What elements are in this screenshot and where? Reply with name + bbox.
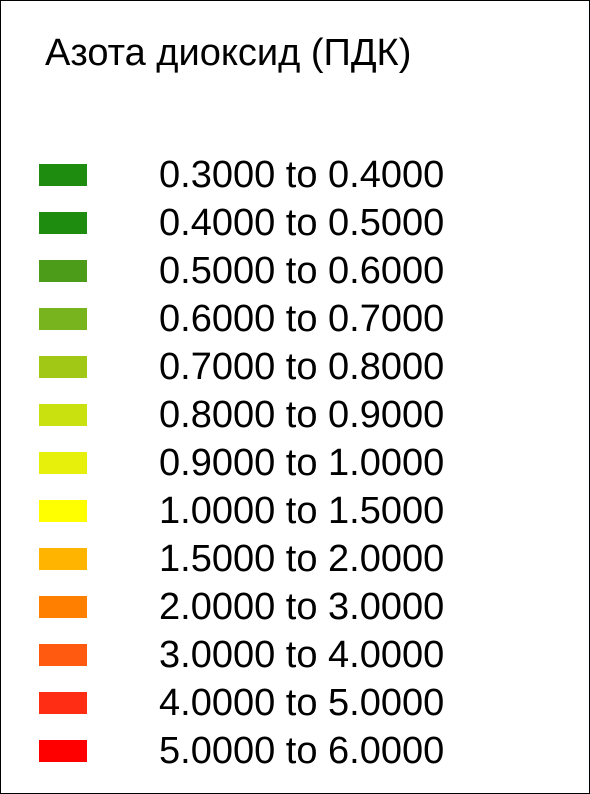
color-swatch [39,596,87,618]
legend-item: 0.3000 to 0.4000 [1,151,589,199]
range-label: 4.0000 to 5.0000 [159,682,445,724]
legend-title: Азота диоксид (ПДК) [45,32,412,74]
color-swatch [39,356,87,378]
legend-item: 5.0000 to 6.0000 [1,727,589,775]
legend-item: 3.0000 to 4.0000 [1,631,589,679]
color-swatch [39,644,87,666]
range-label: 0.7000 to 0.8000 [159,346,445,388]
color-swatch [39,212,87,234]
range-label: 1.5000 to 2.0000 [159,538,445,580]
range-label: 0.4000 to 0.5000 [159,202,445,244]
legend-item: 0.8000 to 0.9000 [1,391,589,439]
legend-item: 2.0000 to 3.0000 [1,583,589,631]
legend-item: 0.6000 to 0.7000 [1,295,589,343]
legend-item: 0.4000 to 0.5000 [1,199,589,247]
legend-item: 0.7000 to 0.8000 [1,343,589,391]
range-label: 0.8000 to 0.9000 [159,394,445,436]
color-swatch [39,740,87,762]
color-swatch [39,548,87,570]
range-label: 5.0000 to 6.0000 [159,730,445,772]
legend-item: 0.9000 to 1.0000 [1,439,589,487]
color-swatch [39,308,87,330]
legend-item: 0.5000 to 0.6000 [1,247,589,295]
range-label: 0.3000 to 0.4000 [159,154,445,196]
color-swatch [39,500,87,522]
legend-item: 1.0000 to 1.5000 [1,487,589,535]
color-swatch [39,404,87,426]
range-label: 2.0000 to 3.0000 [159,586,445,628]
range-label: 0.6000 to 0.7000 [159,298,445,340]
range-label: 3.0000 to 4.0000 [159,634,445,676]
color-swatch [39,692,87,714]
legend-item: 1.5000 to 2.0000 [1,535,589,583]
range-label: 0.9000 to 1.0000 [159,442,445,484]
legend-item: 4.0000 to 5.0000 [1,679,589,727]
range-label: 0.5000 to 0.6000 [159,250,445,292]
color-swatch [39,260,87,282]
range-label: 1.0000 to 1.5000 [159,490,445,532]
color-swatch [39,164,87,186]
legend-list: 0.3000 to 0.4000 0.4000 to 0.5000 0.5000… [1,151,589,775]
color-swatch [39,452,87,474]
